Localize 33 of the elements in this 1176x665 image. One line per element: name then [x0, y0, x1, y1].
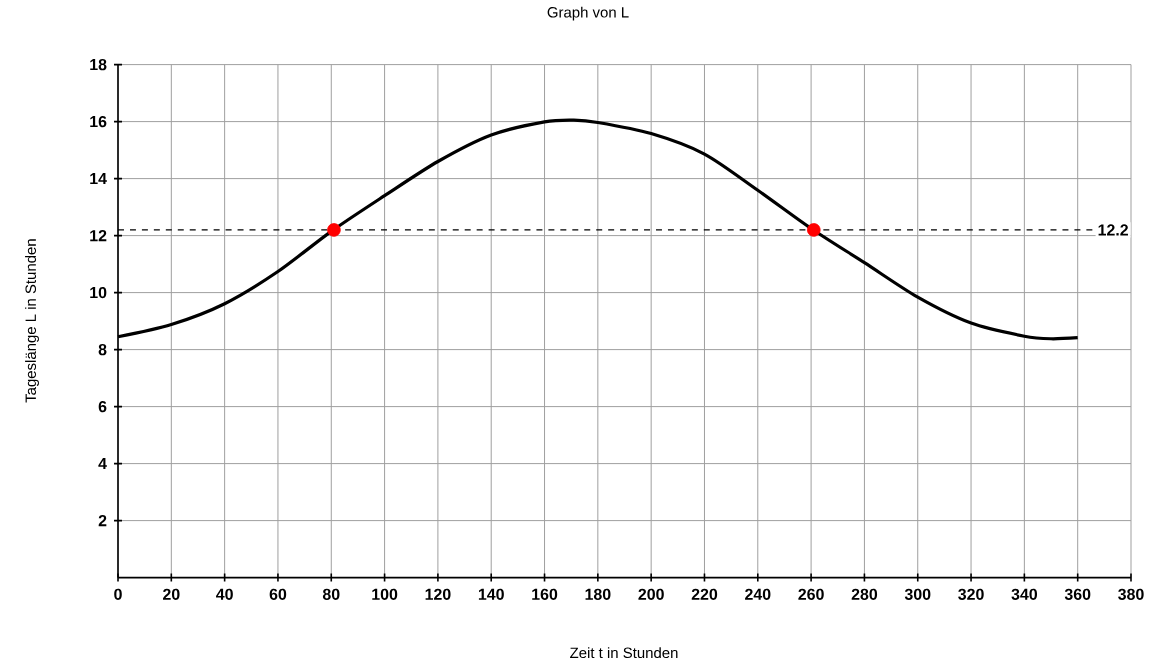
y-tick-label: 8	[98, 344, 107, 356]
x-tick-label: 60	[269, 588, 287, 601]
x-tick-label: 200	[638, 588, 664, 601]
x-tick-label: 0	[114, 588, 122, 601]
x-tick-label: 120	[425, 588, 451, 601]
y-tick-label: 10	[90, 287, 107, 299]
y-tick-label: 16	[90, 116, 107, 128]
x-tick-label: 320	[958, 588, 984, 601]
x-tick-label: 300	[904, 588, 931, 601]
y-tick-label: 2	[98, 515, 107, 527]
x-tick-label: 180	[585, 588, 611, 601]
y-tick-label: 4	[98, 458, 107, 470]
x-tick-label: 260	[798, 588, 824, 601]
x-tick-label: 20	[163, 588, 180, 601]
x-tick-label: 340	[1011, 588, 1038, 601]
y-tick-label: 12	[90, 230, 107, 242]
x-tick-label: 280	[851, 588, 878, 601]
x-tick-label: 240	[745, 588, 771, 601]
x-tick-label: 100	[372, 588, 398, 601]
x-tick-label: 220	[691, 588, 718, 601]
x-tick-label: 160	[532, 588, 558, 601]
x-axis-title: Zeit t in Stunden	[570, 647, 678, 659]
ref-line-label: 12.2	[1098, 224, 1128, 236]
y-tick-label: 14	[90, 173, 107, 185]
x-tick-label: 80	[322, 588, 340, 601]
x-tick-label: 140	[478, 588, 504, 601]
y-axis-title: Tageslänge L in Stunden	[25, 239, 39, 403]
y-tick-label: 18	[90, 59, 107, 71]
x-tick-label: 40	[216, 588, 233, 601]
y-tick-label: 6	[98, 401, 107, 413]
x-tick-label: 380	[1118, 588, 1144, 601]
chart-title: Graph von L	[547, 6, 629, 21]
x-tick-label: 360	[1064, 588, 1091, 601]
